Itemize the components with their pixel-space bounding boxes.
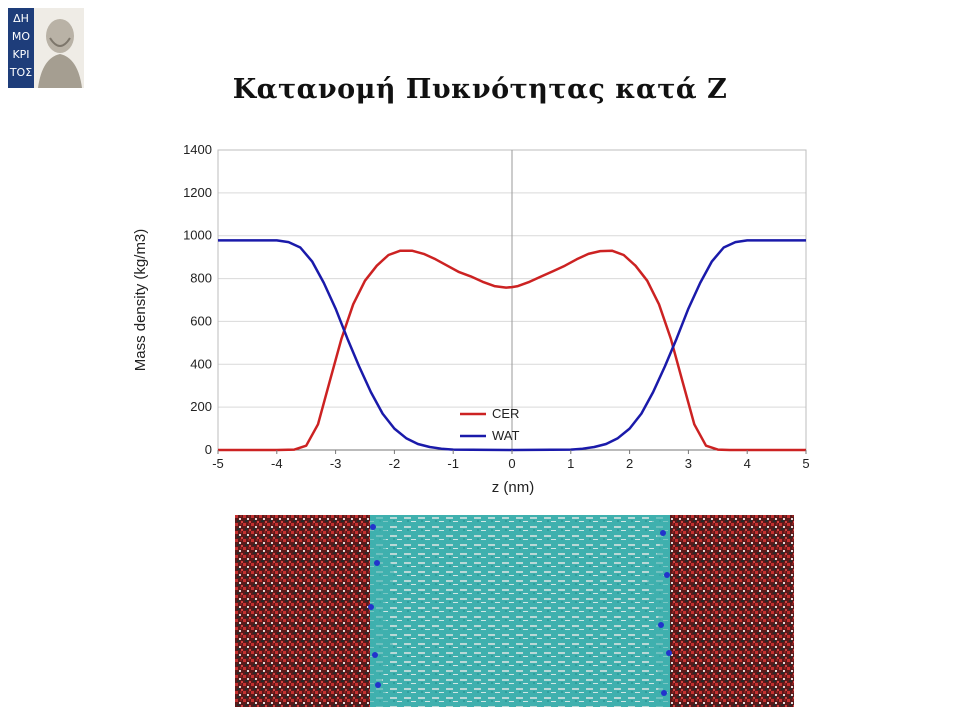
ceramide-region (370, 515, 670, 707)
ticks-layer: 0 200 400 600 800 1000 1200 1400 -5 -4 -3 -2 -1 0 1 2 3 4… (183, 142, 810, 471)
y-tick-label: 800 (190, 271, 212, 286)
logo-text-1: ΔΗ (13, 12, 29, 25)
y-tick-label: 600 (190, 313, 212, 328)
demokritos-logo: ΔΗ ΜΟ ΚΡΙ ΤΟΣ (8, 8, 84, 88)
y-tick-label: 400 (190, 356, 212, 371)
x-tick-label: -3 (330, 456, 342, 471)
ceramide-edge-right (647, 515, 670, 707)
logo-text-3: ΚΡΙ (12, 48, 29, 61)
logo-banner (8, 8, 34, 88)
legend-label-wat: WAT (492, 428, 519, 443)
x-tick-label: 2 (626, 456, 633, 471)
legend-label-cer: CER (492, 406, 519, 421)
legend: CER WAT (460, 406, 519, 443)
x-tick-label: -2 (389, 456, 401, 471)
x-tick-label: 4 (744, 456, 751, 471)
x-axis-label: z (nm) (492, 479, 535, 496)
x-tick-label: 1 (567, 456, 574, 471)
x-tick-label: 3 (685, 456, 692, 471)
y-tick-label: 0 (205, 442, 212, 457)
headgroup-markers (368, 524, 672, 696)
x-tick-label: -5 (212, 456, 224, 471)
y-tick-label: 1000 (183, 228, 212, 243)
y-axis-label: Mass density (kg/m3) (132, 229, 149, 372)
y-tick-label: 200 (190, 399, 212, 414)
x-tick-label: 5 (802, 456, 809, 471)
logo-bust-shoulders (38, 54, 82, 88)
logo-bust-beard (49, 37, 71, 47)
slide-title: Κατανομή Πυκνότητας κατά Ζ (232, 74, 728, 105)
axes-layer (217, 149, 807, 451)
density-chart: 0 200 400 600 800 1000 1200 1400 -5 -4 -3 -2 -1 0 1 2 3 4… (132, 142, 810, 496)
logo-bust-head (46, 19, 74, 53)
x-tick-label: -4 (271, 456, 283, 471)
logo-text-2: ΜΟ (12, 30, 30, 43)
y-tick-label: 1200 (183, 185, 212, 200)
simulation-snapshot (235, 515, 794, 707)
x-tick-label: -1 (447, 456, 459, 471)
y-tick-label: 1400 (183, 142, 212, 157)
logo-text-4: ΤΟΣ (9, 66, 32, 79)
series-line-cer (218, 249, 806, 452)
x-tick-label: 0 (508, 456, 515, 471)
